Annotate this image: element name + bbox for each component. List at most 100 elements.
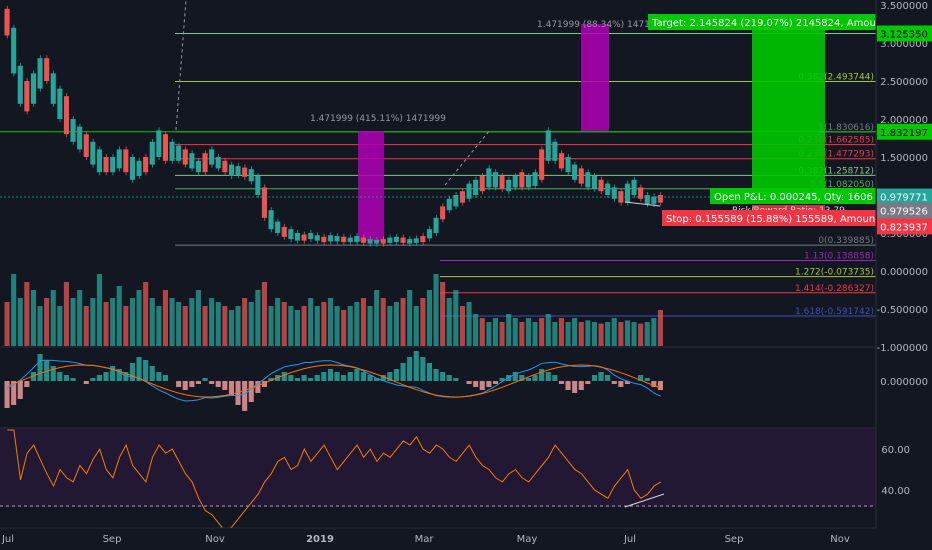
candle-body xyxy=(334,236,340,242)
fib-top-label: 1.471999 (88.34%) 1471999 xyxy=(537,20,667,30)
candle-body xyxy=(242,167,248,177)
candle-body xyxy=(558,153,564,169)
candle-body xyxy=(314,235,320,241)
candle-body xyxy=(301,234,307,241)
volume-bar xyxy=(215,302,221,346)
volume-bar xyxy=(77,290,83,346)
macd-bar xyxy=(17,381,23,399)
candle-body xyxy=(308,233,314,240)
macd-bar xyxy=(618,381,624,387)
candle-body xyxy=(433,217,439,233)
macd-bar xyxy=(255,381,261,393)
volume-bar xyxy=(116,286,122,346)
price-tick: 0.000000 xyxy=(880,267,928,278)
price-axis[interactable]: 3.500000 3.000000 2.500000 2.000000 1.500000… xyxy=(875,0,932,550)
volume-bar xyxy=(426,290,432,346)
candle-body xyxy=(294,233,300,241)
volume-bar xyxy=(341,310,347,346)
signal-line xyxy=(7,364,661,398)
rsi-tick: 40.00 xyxy=(881,486,910,497)
macd-bar xyxy=(242,381,248,411)
volume-bar xyxy=(624,320,630,346)
volume-bar xyxy=(657,310,663,346)
macd-bar xyxy=(308,378,314,381)
time-tick: Sep xyxy=(103,534,122,545)
macd-pane[interactable] xyxy=(4,351,664,411)
price-pane[interactable]: 0.382(2.493744) 1(1.830616) 0.236(1.662585… xyxy=(0,0,886,346)
volume-bar xyxy=(393,302,399,346)
time-tick: Jul xyxy=(623,534,636,545)
stop-label[interactable]: Stop: 0.155589 (15.88%) 155589, Amount xyxy=(662,210,879,226)
macd-bar xyxy=(565,381,571,390)
target-label[interactable]: Target: 2.145824 (219.07%) 2145824, Amou… xyxy=(648,14,886,30)
macd-bar xyxy=(572,381,578,393)
macd-bar xyxy=(525,378,531,381)
volume-bar xyxy=(605,322,611,346)
candle-body xyxy=(149,141,155,165)
candle-body xyxy=(156,130,162,157)
macd-bar xyxy=(657,381,663,390)
volume-bar xyxy=(149,298,155,346)
candle-body xyxy=(275,221,281,233)
volume-bar xyxy=(644,322,650,346)
rsi-pane[interactable] xyxy=(0,429,876,532)
macd-bar xyxy=(30,372,36,381)
macd-bar xyxy=(585,381,591,384)
macd-bar xyxy=(294,378,300,381)
price-tag-text: 3.125350 xyxy=(880,29,928,40)
candle-body xyxy=(248,169,254,182)
candle-body xyxy=(50,73,56,104)
macd-tick: 0.000000 xyxy=(880,377,928,388)
volume-bar xyxy=(552,322,558,346)
macd-bar xyxy=(228,381,234,396)
macd-bar xyxy=(532,375,538,381)
macd-bar xyxy=(644,378,650,381)
price-tag-text: 0.979526 xyxy=(880,207,928,218)
volume-bar xyxy=(492,318,498,346)
price-tick: 1.500000 xyxy=(880,153,928,164)
volume-bar xyxy=(354,302,360,346)
volume-bar xyxy=(506,314,512,346)
volume-bar xyxy=(96,274,102,346)
volume-bar xyxy=(70,298,76,346)
macd-bar xyxy=(512,372,518,381)
time-tick: 2019 xyxy=(306,534,334,545)
volume-bar xyxy=(129,298,135,346)
macd-bar xyxy=(552,375,558,381)
volume-bar xyxy=(479,318,485,346)
volume-bar xyxy=(110,298,116,346)
macd-bar xyxy=(176,381,182,387)
volume-bars xyxy=(4,274,663,346)
fib-label: 1.272(-0.073735) xyxy=(795,268,874,278)
candle-body xyxy=(116,149,122,169)
macd-bar xyxy=(539,369,545,381)
candle-body xyxy=(202,153,208,173)
macd-bar xyxy=(426,363,432,381)
price-tick: 3.000000 xyxy=(880,39,928,50)
volume-bar xyxy=(103,302,109,346)
macd-bar xyxy=(407,357,413,381)
volume-bar xyxy=(387,306,393,346)
candle-body xyxy=(17,65,23,104)
volume-bar xyxy=(37,306,43,346)
volume-bar xyxy=(532,322,538,346)
time-axis[interactable]: Jul Sep Nov 2019 Mar May Jul Sep Nov xyxy=(0,527,932,550)
volume-bar xyxy=(268,306,274,346)
candle-body xyxy=(90,141,96,165)
volume-bar xyxy=(195,290,201,346)
macd-bar xyxy=(37,354,43,381)
volume-bar xyxy=(558,318,564,346)
candle-body xyxy=(103,157,109,173)
macd-bar xyxy=(44,360,50,381)
fib-label: 0.236(1.477293) xyxy=(798,150,874,160)
macd-bar xyxy=(136,357,142,381)
candle-body xyxy=(420,236,426,243)
macd-bar xyxy=(301,375,307,381)
macd-bar xyxy=(129,363,135,381)
candle-body xyxy=(4,8,10,36)
macd-bar xyxy=(222,381,228,390)
candle-body xyxy=(631,179,637,195)
volume-bar xyxy=(611,318,617,346)
macd-bar xyxy=(486,381,492,387)
